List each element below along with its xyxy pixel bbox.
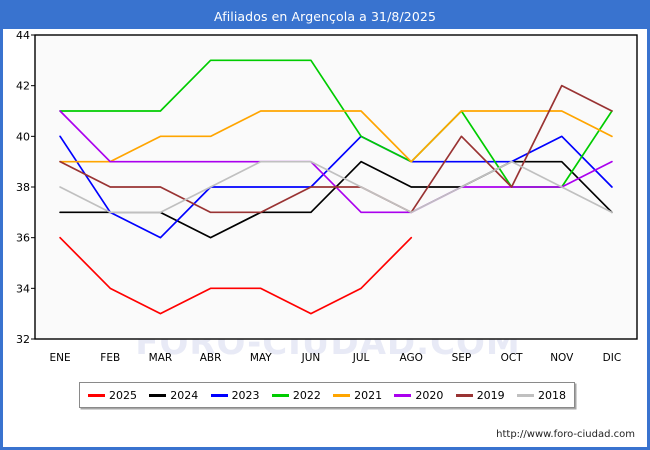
page-title: Afiliados en Argençola a 31/8/2025 (213, 8, 436, 24)
x-tick-label-SEP: SEP (452, 352, 472, 364)
legend-label: 2023 (231, 388, 260, 402)
x-tick-label-ABR: ABR (200, 352, 222, 364)
y-tick-label: 34 (16, 282, 30, 295)
chart-area: 32 34 36 38 40 42 44 ENE FEB MAR ABR MAY JUN JUL AGO S… (3, 29, 647, 374)
window-title-bar: Afiliados en Argençola a 31/8/2025 (3, 3, 647, 29)
y-tick-label: 40 (16, 130, 30, 143)
series-line-2023 (59, 135, 613, 239)
y-tick-label: 36 (16, 232, 30, 245)
series-line-2018 (59, 160, 613, 214)
legend-swatch-2023 (210, 393, 228, 397)
y-tick-label: 44 (16, 29, 30, 42)
legend-item-2021[interactable]: 2021 (333, 389, 382, 402)
legend-swatch-2025 (88, 393, 105, 397)
y-tick-label: 38 (16, 181, 30, 194)
series-line-2019 (59, 84, 613, 214)
x-tick-label-MAR: MAR (149, 352, 173, 364)
series-lines (59, 59, 613, 315)
footer-url: http://www.foro-ciudad.com (496, 429, 635, 440)
chart-legend: 2025 2024 2023 2022 2021 2020 2019 2018 (79, 382, 575, 408)
legend-item-2019[interactable]: 2019 (455, 388, 505, 402)
x-tick-label-MAY: MAY (250, 352, 272, 364)
legend-label: 2020 (415, 388, 444, 402)
x-tick-label-DIC: DIC (603, 352, 622, 364)
legend-swatch-2018 (516, 393, 534, 397)
legend-swatch-2020 (394, 393, 412, 397)
legend-label: 2018 (537, 388, 566, 402)
y-tick-label: 32 (16, 333, 30, 346)
x-tick-label-JUL: JUL (352, 352, 370, 364)
legend-label: 2024 (170, 388, 199, 402)
x-tick-label-AGO: AGO (400, 352, 423, 364)
legend-swatch-2022 (271, 393, 289, 397)
series-line-2025 (59, 236, 413, 315)
x-tick-label-FEB: FEB (100, 352, 120, 364)
legend-swatch-2024 (149, 393, 167, 397)
legend-item-2025[interactable]: 2025 (88, 389, 137, 402)
y-tick-label: 42 (16, 80, 30, 93)
x-tick-label-JUN: JUN (301, 352, 321, 364)
x-tick-label-NOV: NOV (550, 352, 574, 364)
legend-swatch-2019 (455, 393, 473, 397)
legend-item-2020[interactable]: 2020 (394, 389, 443, 402)
line-chart: 32 34 36 38 40 42 44 ENE FEB MAR ABR MAY JUN JUL AGO S… (16, 29, 638, 364)
legend-label: 2025 (109, 388, 137, 402)
x-tick-label-OCT: OCT (501, 352, 524, 364)
legend-label: 2022 (292, 388, 321, 402)
legend-swatch-2021 (333, 393, 351, 397)
legend-item-2022[interactable]: 2022 (271, 388, 321, 402)
x-axis-ticks: ENE FEB MAR ABR MAY JUN JUL AGO SEP OCT NOV DIC (50, 352, 622, 364)
x-tick-label-ENE: ENE (50, 352, 71, 364)
series-line-2021 (59, 110, 613, 163)
legend-label: 2021 (354, 388, 383, 402)
legend-item-2023[interactable]: 2023 (210, 388, 260, 402)
legend-item-2024[interactable]: 2024 (149, 389, 198, 402)
y-axis-ticks: 32 34 36 38 40 42 44 (16, 29, 35, 346)
legend-item-2018[interactable]: 2018 (516, 388, 566, 402)
legend-label: 2019 (476, 388, 505, 402)
